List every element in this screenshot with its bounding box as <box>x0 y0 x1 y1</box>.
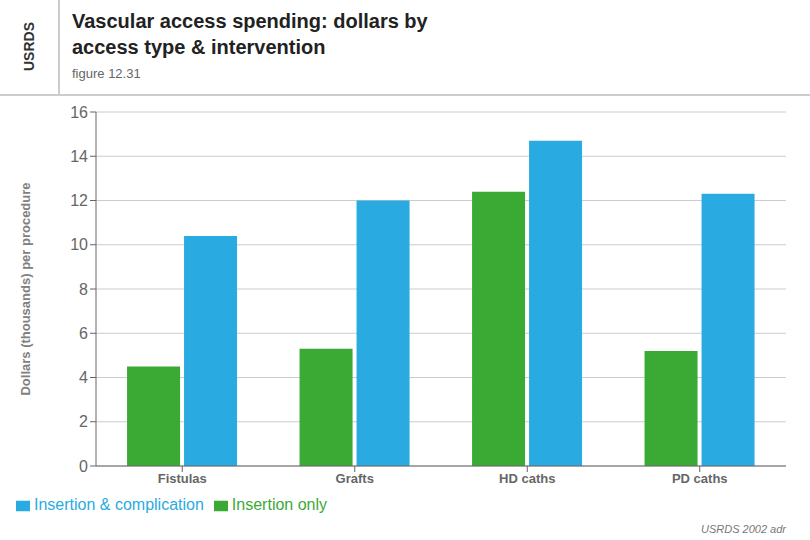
svg-text:10: 10 <box>70 236 88 253</box>
svg-text:HD caths: HD caths <box>499 471 555 486</box>
svg-text:PD caths: PD caths <box>672 471 728 486</box>
svg-text:2: 2 <box>79 413 88 430</box>
html-text:USRDS: USRDS <box>21 22 37 72</box>
svg-text:6: 6 <box>79 325 88 342</box>
svg-text:14: 14 <box>70 148 88 165</box>
html-text:figure 12.31: figure 12.31 <box>72 66 141 81</box>
html-text:Insertion & complication: Insertion & complication <box>34 496 204 513</box>
html-text:Insertion only: Insertion only <box>231 496 327 513</box>
svg-text:Grafts: Grafts <box>336 471 374 486</box>
svg-text:8: 8 <box>79 281 88 298</box>
svg-text:Fistulas: Fistulas <box>158 471 207 486</box>
svg-text:Dollars (thousands) per proced: Dollars (thousands) per procedure <box>18 182 33 395</box>
svg-text:12: 12 <box>70 192 88 209</box>
html-text:access type & intervention: access type & intervention <box>72 36 326 58</box>
html-text:Vascular access spending: doll: Vascular access spending: dollars by <box>72 10 428 32</box>
svg-text:4: 4 <box>79 369 88 386</box>
html-text:USRDS 2002 adr: USRDS 2002 adr <box>701 523 786 535</box>
svg-text:0: 0 <box>79 458 88 475</box>
svg-text:16: 16 <box>70 104 88 121</box>
